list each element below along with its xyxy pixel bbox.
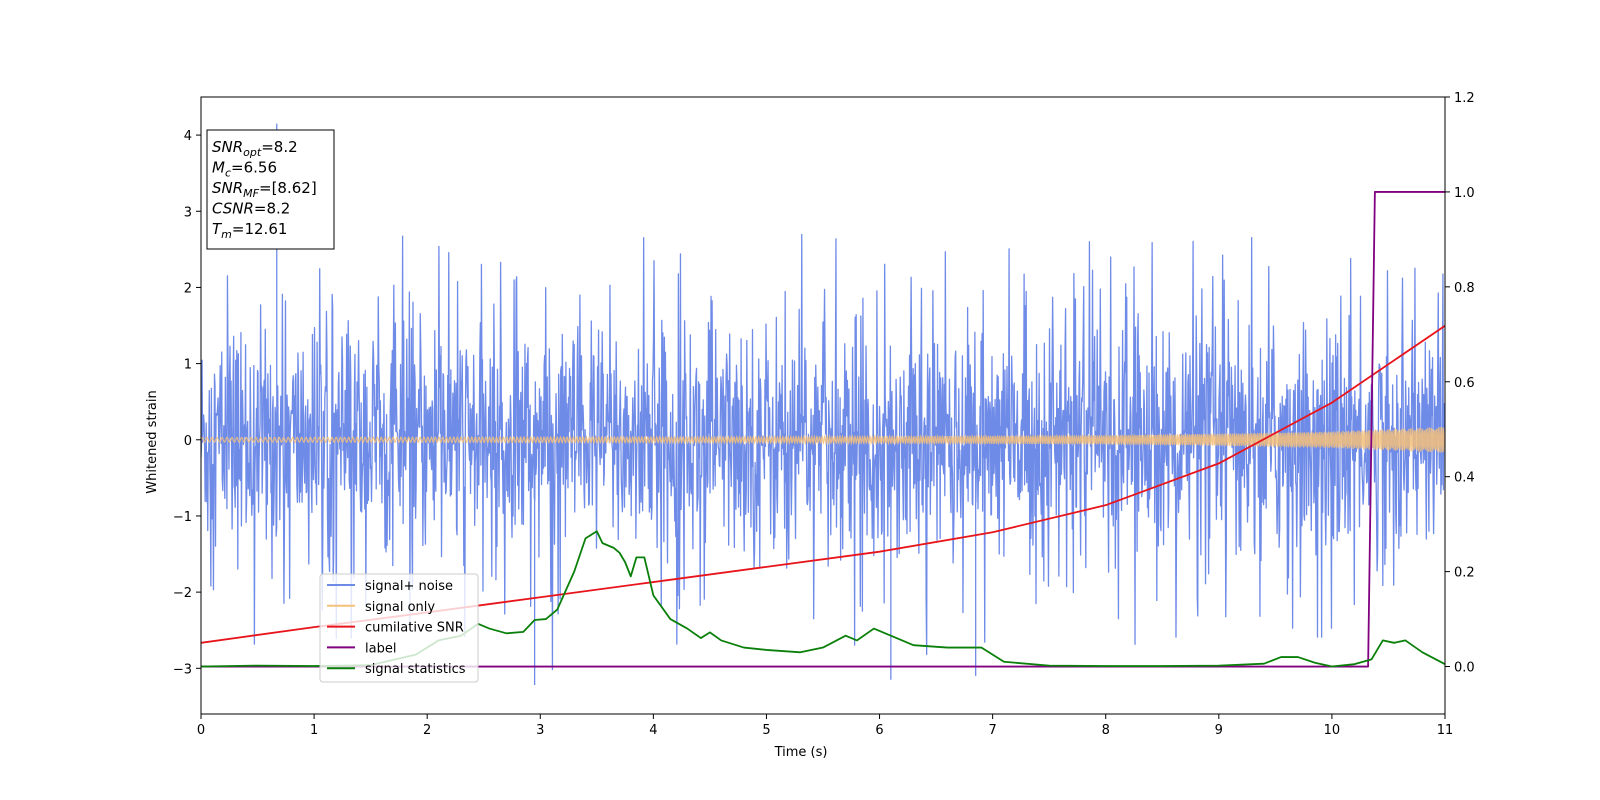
- y2-tick-label: 0.6: [1454, 376, 1475, 391]
- y-tick-label: −2: [173, 586, 192, 601]
- info-line: SNRopt=8.2: [212, 138, 298, 159]
- legend-entry: signal only: [365, 600, 435, 615]
- info-line: Tm=12.61: [212, 220, 287, 241]
- legend-entry: cumilative SNR: [365, 621, 464, 636]
- plot-area: [201, 123, 1445, 686]
- x-tick-label: 5: [762, 723, 770, 738]
- y-tick-label: 3: [184, 205, 192, 220]
- series-signal-statistics: [201, 530, 1445, 668]
- x-tick-label: 1: [310, 723, 318, 738]
- x-tick-label: 8: [1102, 723, 1110, 738]
- x-tick-label: 3: [536, 723, 544, 738]
- y2-tick-label: 0.2: [1454, 566, 1475, 581]
- x-tick-label: 6: [875, 723, 883, 738]
- x-tick-label: 0: [197, 723, 205, 738]
- y-tick-label: 2: [184, 281, 192, 296]
- y2-tick-label: 1.0: [1454, 186, 1475, 201]
- x-tick-label: 10: [1324, 723, 1341, 738]
- y2-tick-label: 1.2: [1454, 91, 1475, 106]
- x-tick-label: 9: [1215, 723, 1223, 738]
- y-tick-label: 1: [184, 358, 192, 373]
- plot-frame: [200, 96, 1446, 715]
- x-axis-title: Time (s): [774, 745, 828, 760]
- y2-tick-label: 0.0: [1454, 661, 1475, 676]
- info-line: SNRMF=[8.62]: [212, 179, 317, 200]
- y2-tick-label: 0.8: [1454, 281, 1475, 296]
- y-tick-label: 4: [184, 129, 192, 144]
- legend: signal+ noise signal only cumilative SNR la…: [319, 573, 479, 683]
- info-line: CSNR=8.2: [212, 200, 290, 218]
- series-signal-noise: [201, 123, 1445, 686]
- y-tick-label: −3: [173, 662, 192, 677]
- series-label: [201, 191, 1445, 668]
- x-tick-label: 11: [1437, 723, 1454, 738]
- y2-tick-label: 0.4: [1454, 471, 1475, 486]
- y-tick-label: −1: [173, 510, 192, 525]
- axes: 0 1 2 3 4 5 6 7 8 9 10 11 −3 −2 −1 0 1 2 3 4 0.0 0.2 0.4 0.6 0.8…: [173, 91, 1475, 738]
- x-tick-label: 4: [649, 723, 657, 738]
- legend-entry: signal statistics: [365, 662, 466, 677]
- legend-frame: [319, 573, 479, 683]
- x-tick-label: 7: [988, 723, 996, 738]
- legend-entry: signal+ noise: [365, 579, 453, 594]
- x-tick-label: 2: [423, 723, 431, 738]
- info-line: Mc=6.56: [212, 159, 277, 180]
- legend-entry: label: [365, 641, 396, 656]
- y-tick-label: 0: [184, 434, 192, 449]
- series-signal-only: [201, 427, 1445, 453]
- info-box-frame: [206, 129, 335, 250]
- y-axis-title: Whitened strain: [145, 390, 160, 493]
